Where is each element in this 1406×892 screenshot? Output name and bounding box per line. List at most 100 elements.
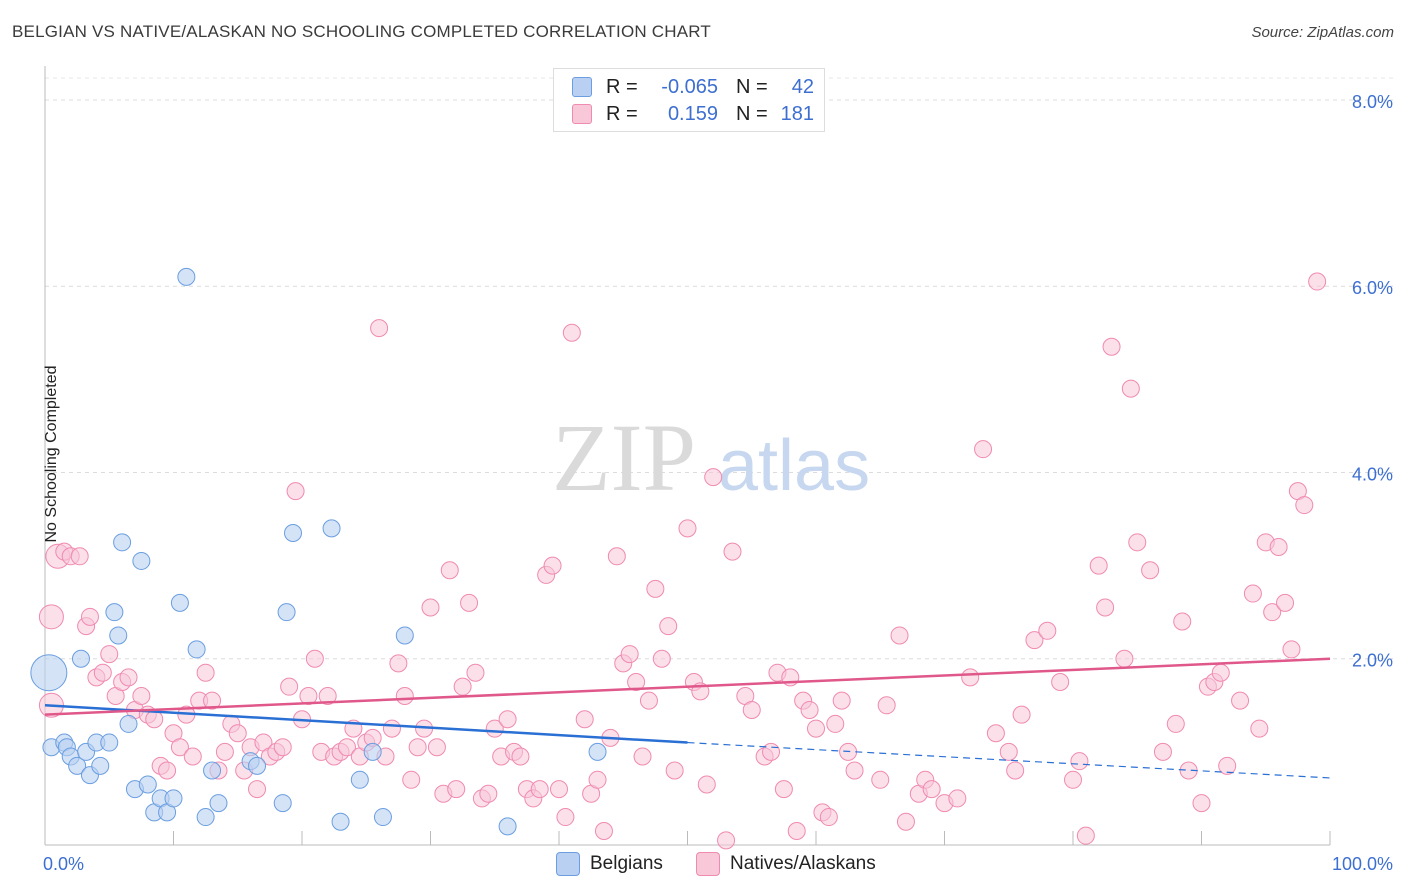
legend-n-value: 42 xyxy=(791,75,814,98)
native-point xyxy=(511,747,530,766)
native-point xyxy=(1192,794,1211,813)
native-point xyxy=(807,719,825,738)
native-point xyxy=(1153,742,1172,761)
native-point xyxy=(922,780,941,799)
native-point xyxy=(819,808,838,827)
native-point xyxy=(466,663,485,682)
native-point xyxy=(447,780,466,799)
native-point xyxy=(408,738,427,757)
native-point xyxy=(877,696,896,715)
native-point xyxy=(762,742,781,761)
legend-row-belgian: R = -0.065 N = 42 xyxy=(572,74,814,100)
legend-n-label: N = xyxy=(736,102,768,125)
belgian-point xyxy=(187,640,206,659)
native-point xyxy=(1025,631,1044,650)
native-point xyxy=(723,542,742,561)
native-point xyxy=(787,822,806,841)
native-point xyxy=(402,770,421,789)
belgian-point xyxy=(350,770,369,789)
legend-box: R = -0.065 N = 42 R = 0.159 N = 181 xyxy=(553,68,825,132)
native-point xyxy=(100,645,119,664)
natives-legend-label: Natives/Alaskans xyxy=(730,853,876,874)
native-point xyxy=(273,738,292,757)
belgian-point xyxy=(322,519,341,538)
native-point xyxy=(370,319,389,338)
belgian-point xyxy=(170,593,189,612)
belgian-point xyxy=(30,654,68,692)
belgians-legend-swatch xyxy=(556,852,580,876)
native-point xyxy=(1038,621,1057,640)
native-point xyxy=(132,686,151,705)
belgian-point xyxy=(138,775,157,794)
native-point xyxy=(1102,337,1121,356)
native-point xyxy=(1295,496,1314,515)
native-point xyxy=(80,607,99,626)
native-point xyxy=(1231,691,1250,710)
chart-title: BELGIAN VS NATIVE/ALASKAN NO SCHOOLING C… xyxy=(12,22,712,41)
native-point xyxy=(832,691,851,710)
belgian-point xyxy=(588,742,607,761)
y-tick-label: 6.0% xyxy=(1352,278,1393,298)
native-point xyxy=(228,724,247,743)
native-point xyxy=(1006,761,1025,780)
bottom-legend-belgians: Belgians xyxy=(556,852,663,876)
belgian-point xyxy=(91,756,110,775)
native-point xyxy=(896,812,915,831)
belgian-point xyxy=(273,794,292,813)
belgian-point xyxy=(105,603,124,622)
native-point xyxy=(742,700,761,719)
native-point xyxy=(1012,705,1031,724)
native-point xyxy=(594,822,613,841)
native-point xyxy=(588,770,607,789)
axes xyxy=(44,66,1331,846)
native-point xyxy=(1096,598,1115,617)
native-point xyxy=(1166,714,1185,733)
native-point xyxy=(280,677,299,696)
x-tick-labels: 0.0% 100.0% xyxy=(43,854,1393,874)
native-point xyxy=(1173,612,1192,631)
y-tick-label: 4.0% xyxy=(1352,464,1393,484)
native-point xyxy=(826,714,845,733)
belgian-points xyxy=(30,267,607,836)
native-point xyxy=(845,761,864,780)
native-point xyxy=(1076,826,1095,845)
belgian-point xyxy=(71,649,90,668)
native-point xyxy=(948,789,967,808)
y-tick-labels: 2.0% 4.0% 6.0% 8.0% xyxy=(1352,92,1393,671)
y-tick-label: 2.0% xyxy=(1352,651,1393,671)
native-point xyxy=(633,747,652,766)
native-point xyxy=(1051,673,1070,692)
native-point xyxy=(556,808,575,827)
native-point xyxy=(646,579,665,598)
native-point xyxy=(145,710,164,729)
native-point xyxy=(1243,584,1262,603)
native-point xyxy=(70,547,89,566)
native-point xyxy=(961,668,980,687)
native-point xyxy=(871,770,890,789)
native-point xyxy=(453,677,472,696)
belgian-point xyxy=(331,812,350,831)
native-point xyxy=(395,686,414,705)
native-point xyxy=(1269,537,1288,556)
native-point xyxy=(203,691,222,710)
native-point xyxy=(607,547,626,566)
native-point xyxy=(299,686,318,705)
native-point xyxy=(286,482,305,501)
native-swatch xyxy=(572,104,592,124)
source-label: Source: ZipAtlas.com xyxy=(1251,24,1394,41)
native-point xyxy=(1282,640,1301,659)
native-point xyxy=(652,649,671,668)
native-point xyxy=(93,663,112,682)
native-point xyxy=(382,719,401,738)
native-point xyxy=(498,710,517,729)
belgian-point xyxy=(113,533,132,552)
native-point xyxy=(697,775,716,794)
native-point xyxy=(678,519,697,538)
native-point xyxy=(1115,649,1134,668)
belgian-point xyxy=(177,267,196,286)
native-points xyxy=(38,272,1327,850)
native-point xyxy=(1121,379,1140,398)
belgian-point xyxy=(363,742,382,761)
belgian-swatch xyxy=(572,77,592,97)
